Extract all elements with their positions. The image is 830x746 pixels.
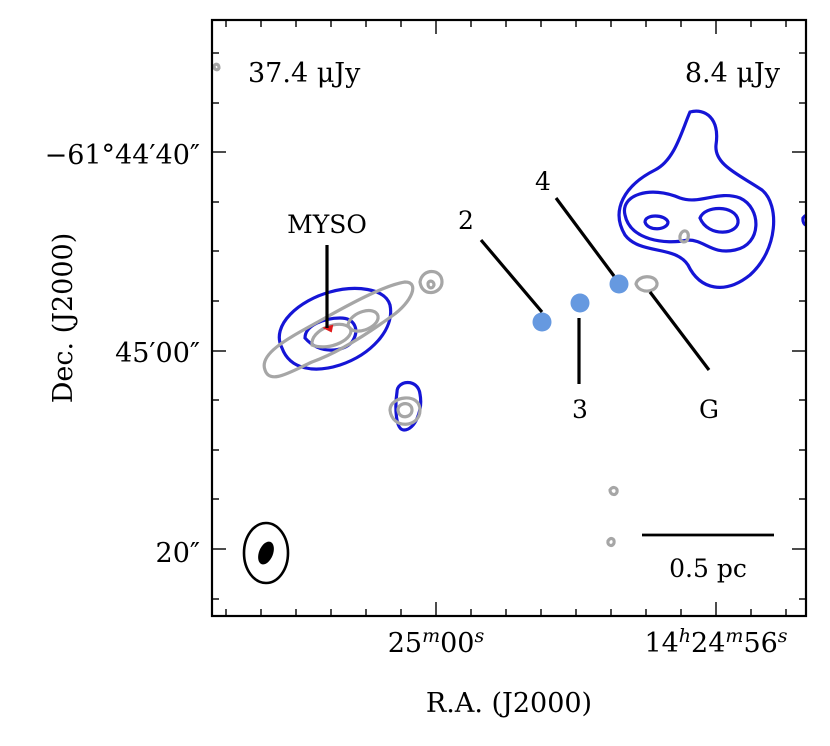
x-axis-label: R.A. (J2000) [426,688,592,719]
axis-ticks [212,20,806,616]
source-2-label: 2 [458,206,474,235]
gray-contour-myso-long [264,282,413,377]
myso-label: MYSO [287,210,367,239]
scale-bar-label: 0.5 pc [669,554,747,583]
beam-inner-ellipse [255,539,277,566]
beam-ellipse-icon [244,523,288,583]
blue-contour-edge [803,215,812,226]
source-3-marker [571,294,590,313]
x-tick-label-2: 14h24m56s [644,625,787,659]
gray-contour-south-inner [398,404,412,417]
y-axis-label: Dec. (J2000) [48,233,79,404]
source-4-marker [610,275,629,294]
y-tick-label-3: 20″ [156,538,200,569]
scale-bar: 0.5 pc [642,535,774,583]
source-3-label: 3 [572,395,588,424]
gray-contour-blob1-inner [428,281,434,288]
source-4-leader [556,198,614,276]
legend-blue-level: 37.4 μJy [248,58,361,89]
blue-contour-ne-inner2 [700,208,738,232]
gray-contour-dot-low2 [608,539,614,546]
legend-gray-level: 8.4 μJy [685,58,781,89]
gray-contour-dot-low1 [610,488,617,495]
y-tick-label-2: 45′00″ [115,338,200,369]
blue-contours-ne [619,111,812,287]
plot-area: MYSO 2 3 4 G 37.4 μJy 8.4 μJy 0.5 pc [214,58,812,583]
source-2-marker [533,313,552,332]
source-2-leader [481,240,542,312]
blue-contour-ne-inner1 [645,216,668,229]
gray-contour-g [636,277,657,291]
x-tick-label-1: 25m00s [388,625,485,659]
source-g-leader [650,292,709,370]
gray-contour-dot-top [214,64,219,69]
y-tick-label-1: −61°44′40″ [45,140,200,171]
gray-contours [214,64,688,545]
source-g-label: G [699,395,719,424]
source-4-label: 4 [535,167,551,196]
plot-frame [212,20,806,616]
